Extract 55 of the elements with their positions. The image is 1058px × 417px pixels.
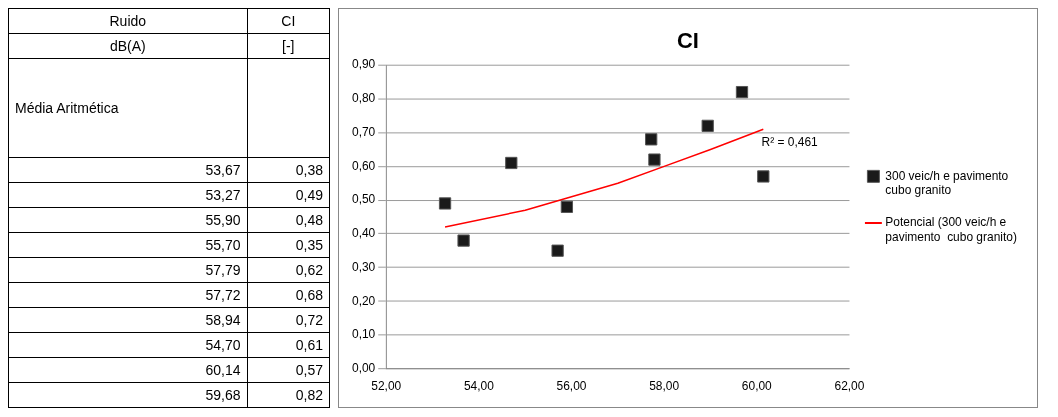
point — [560, 200, 574, 213]
text: 0,62 — [247, 257, 330, 283]
y-tick-label: 0,40 — [351, 226, 376, 241]
x-tick-label: 52,00 — [371, 379, 402, 394]
x-tick-label: 62,00 — [834, 379, 865, 394]
y-tick-label: 0,80 — [351, 91, 376, 106]
annotation: R² = 0,461 — [761, 135, 819, 150]
text: 58,94 — [8, 307, 248, 333]
text: 0,68 — [247, 282, 330, 308]
point — [438, 197, 452, 210]
x-tick-label: 58,00 — [649, 379, 680, 394]
legend-label: 300 veic/h e pavimento cubo granito — [885, 168, 1009, 197]
text: 0,48 — [247, 207, 330, 233]
y-tick-label: 0,60 — [351, 158, 376, 173]
text: CI — [247, 8, 330, 34]
x-tick-label: 60,00 — [741, 379, 773, 394]
text: 0,61 — [247, 332, 330, 358]
text: 55,70 — [8, 232, 248, 258]
x-tick-label: 54,00 — [463, 379, 495, 394]
text: 60,14 — [8, 357, 248, 383]
text: 57,79 — [8, 257, 248, 283]
text: 54,70 — [8, 332, 248, 358]
y-tick-label: 0,00 — [351, 361, 376, 376]
text: 0,57 — [247, 357, 330, 383]
point — [457, 234, 470, 247]
text: dB(A) — [8, 33, 248, 59]
text: 53,67 — [8, 157, 248, 183]
point — [648, 153, 661, 166]
chart-title: CI — [677, 28, 699, 54]
text: 55,90 — [8, 207, 248, 233]
text: [-] — [247, 33, 330, 59]
y-tick-label: 0,90 — [351, 57, 376, 72]
point — [757, 170, 770, 183]
y-tick-label: 0,20 — [351, 293, 376, 308]
point — [505, 156, 518, 170]
point — [645, 133, 658, 146]
y-tick-label: 0,30 — [351, 259, 376, 274]
text: 0,72 — [247, 307, 330, 333]
text: 0,35 — [247, 232, 330, 258]
point — [735, 85, 749, 99]
y-tick-label: 0,70 — [351, 124, 376, 139]
point — [701, 119, 714, 132]
legend-label: Potencial (300 veic/h e pavimento cubo granito) — [885, 215, 1017, 244]
text: 0,38 — [247, 157, 330, 183]
text: 53,27 — [8, 182, 248, 208]
y-tick-label: 0,50 — [351, 192, 376, 207]
text: 57,72 — [8, 282, 248, 308]
text: Ruido — [8, 8, 248, 34]
text: 0,82 — [247, 382, 330, 408]
text: 59,68 — [8, 382, 248, 408]
y-tick-label: 0,10 — [351, 327, 376, 342]
text: Média Aritmética — [8, 58, 248, 158]
x-tick-label: 56,00 — [556, 379, 587, 394]
text: 0,49 — [247, 182, 330, 208]
point — [551, 244, 564, 257]
